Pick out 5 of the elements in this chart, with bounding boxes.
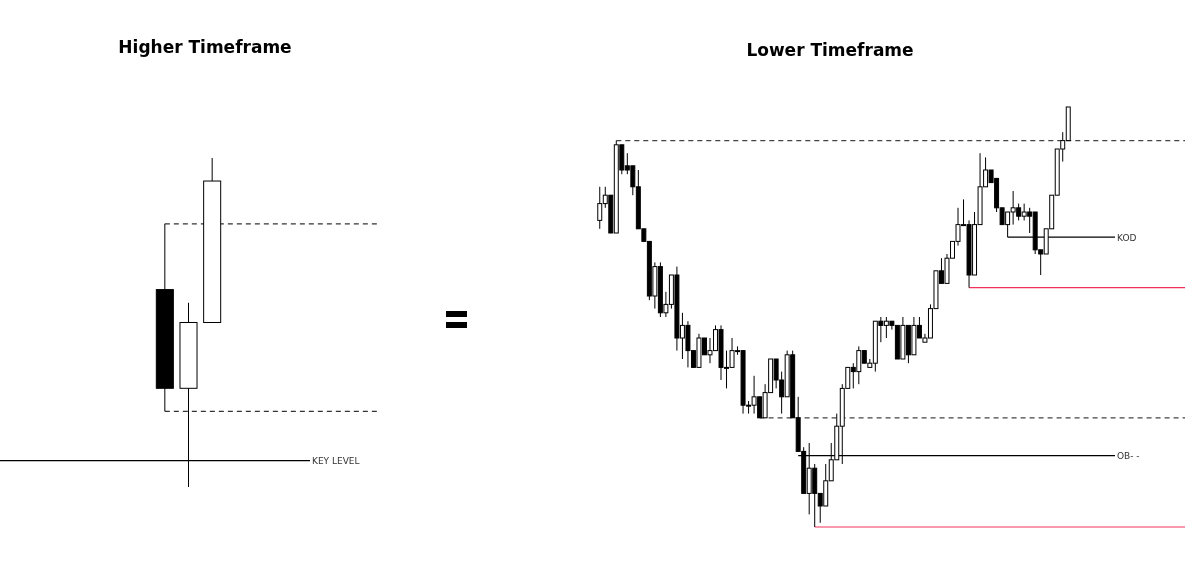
ref-line-label: OB- - [1117,451,1140,462]
ref-line-label: KOD [1117,232,1137,243]
chart-title: Higher Timeframe [118,37,292,57]
ref-line-label: KEY LEVEL [312,456,360,467]
chart-title: Lower Timeframe [746,40,914,60]
